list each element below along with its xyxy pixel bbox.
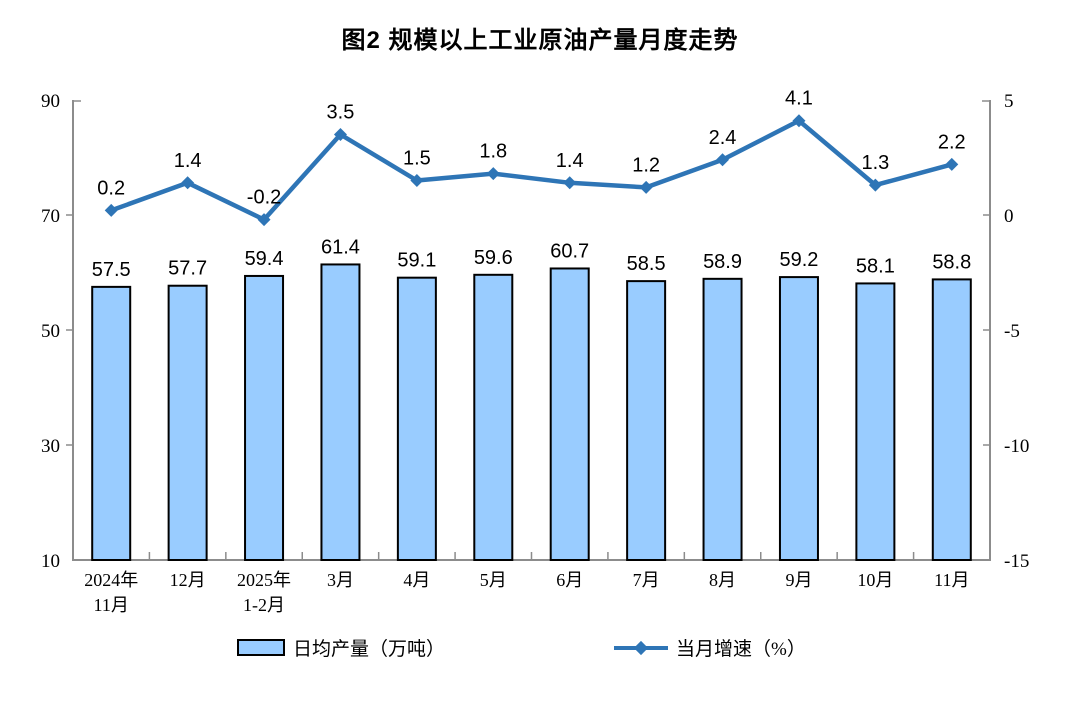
bar (244, 274, 285, 561)
x-category-label: 10月 (857, 570, 893, 590)
line-value-label: 4.1 (785, 88, 813, 110)
line-value-label: 1.4 (174, 150, 202, 172)
left-axis-label: 10 (41, 551, 60, 572)
bar-value-label: 57.5 (92, 259, 131, 281)
line-value-label: 1.2 (632, 154, 660, 176)
line-marker (333, 128, 347, 141)
x-category-label: 6月 (556, 570, 583, 590)
bar (778, 276, 819, 561)
right-axis-label: -5 (1004, 321, 1020, 342)
line-marker (945, 157, 959, 171)
diamond-marker-icon (633, 640, 649, 655)
bar (626, 280, 667, 561)
line-value-label: 1.5 (403, 148, 431, 170)
legend-item-line: 当月增速（%） (614, 634, 806, 661)
line-value-label: 1.4 (556, 150, 584, 172)
bar-series-swatch (237, 639, 285, 656)
bar-value-label: 61.4 (321, 236, 360, 258)
x-category-label: 11月 (934, 570, 969, 590)
bar (320, 263, 361, 561)
x-category-label: 1-2月 (243, 595, 285, 615)
bar (931, 278, 972, 561)
bar-value-label: 57.7 (168, 258, 207, 280)
line-value-label: -0.2 (247, 187, 281, 209)
bar-series-label: 日均产量（万吨） (293, 639, 446, 660)
x-category-label: 7月 (633, 570, 660, 590)
line-marker (563, 176, 577, 190)
left-axis-label: 90 (41, 91, 60, 112)
bar-value-label: 59.4 (245, 248, 284, 270)
line-value-label: 0.2 (97, 177, 125, 199)
line-marker (410, 174, 424, 187)
chart-title: 图2 规模以上工业原油产量月度走势 (341, 27, 739, 54)
line-series-swatch (614, 640, 668, 655)
x-category-label: 2025年 (237, 570, 291, 590)
right-axis-label: 0 (1004, 206, 1014, 227)
line-marker (716, 153, 730, 167)
bar (167, 284, 208, 561)
line-value-label: 3.5 (327, 102, 355, 124)
bar (473, 273, 514, 561)
bar-value-label: 59.1 (397, 250, 436, 272)
bar-value-label: 58.9 (703, 251, 742, 273)
bar (855, 282, 896, 561)
line-marker (104, 203, 118, 217)
x-category-label: 11月 (94, 595, 129, 615)
line-value-label: 1.3 (861, 152, 889, 174)
line-marker (486, 167, 500, 181)
line-marker (868, 178, 882, 192)
line-series-path (108, 118, 955, 222)
bar-value-label: 58.1 (856, 255, 895, 277)
bar (549, 267, 590, 561)
bar-value-label: 60.7 (550, 240, 589, 262)
right-axis-label: -10 (1004, 436, 1029, 457)
legend-item-bar: 日均产量（万吨） (237, 634, 445, 661)
line-value-label: 2.2 (938, 131, 966, 153)
right-axis-label: 5 (1004, 91, 1014, 112)
left-axis-label: 70 (41, 206, 60, 227)
x-category-label: 2024年 (84, 570, 138, 590)
line-series-label: 当月增速（%） (676, 639, 806, 660)
bar-value-label: 58.5 (627, 253, 666, 275)
bar-value-label: 59.2 (779, 249, 818, 271)
bar (396, 276, 437, 561)
bar-value-label: 59.6 (474, 247, 513, 269)
x-category-label: 9月 (785, 570, 812, 590)
x-category-label: 12月 (170, 570, 206, 590)
line-marker (257, 213, 271, 227)
bar (702, 277, 743, 561)
right-axis-label: -15 (1004, 551, 1029, 572)
x-category-label: 5月 (480, 570, 507, 590)
left-axis-label: 30 (41, 436, 60, 457)
bar (91, 285, 132, 561)
line-marker (181, 176, 195, 190)
left-axis-label: 50 (41, 321, 60, 342)
line-value-label: 1.8 (479, 141, 507, 163)
x-category-label: 3月 (327, 570, 354, 590)
x-category-label: 4月 (403, 570, 430, 590)
line-marker (639, 180, 653, 194)
line-marker (792, 114, 806, 128)
bar-value-label: 58.8 (932, 251, 971, 273)
x-category-label: 8月 (709, 570, 736, 590)
line-value-label: 2.4 (709, 127, 737, 149)
legend: 日均产量（万吨） 当月增速（%） (0, 632, 1080, 666)
